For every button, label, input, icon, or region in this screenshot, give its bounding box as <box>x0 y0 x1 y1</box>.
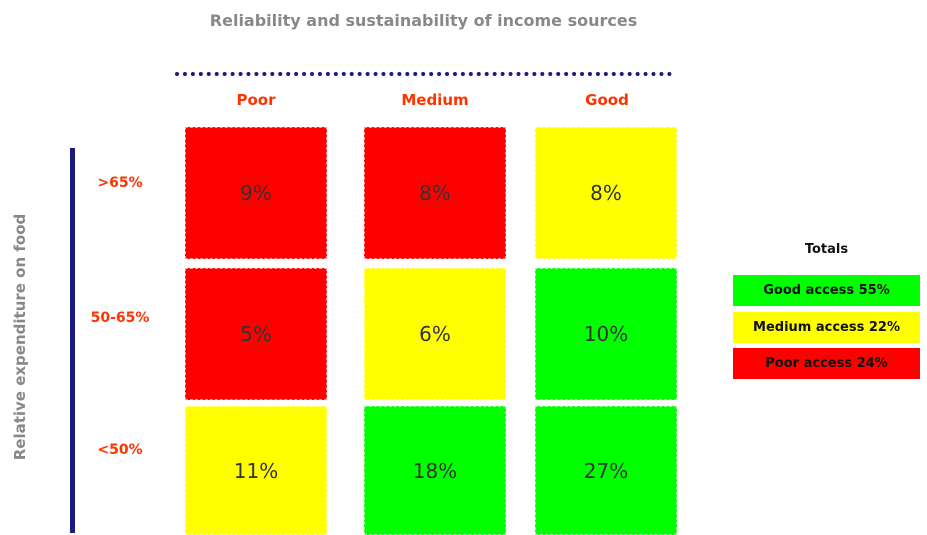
row-header: <50% <box>97 442 143 458</box>
row-header: 50-65% <box>90 310 150 326</box>
title: Reliability and sustainability of income… <box>209 11 638 30</box>
column-header: Good <box>585 91 629 109</box>
title-underline <box>175 72 672 76</box>
cell: 5% <box>185 268 327 400</box>
cell: 9% <box>185 127 327 259</box>
cell: 8% <box>535 127 677 259</box>
total-item: Poor access 24% <box>733 348 920 379</box>
total-item: Medium access 22% <box>733 312 920 343</box>
row-header: >65% <box>97 175 143 191</box>
total-item: Good access 55% <box>733 275 920 306</box>
cell: 6% <box>364 268 506 400</box>
cell: 27% <box>535 406 677 535</box>
cell: 11% <box>185 406 327 535</box>
cell: 10% <box>535 268 677 400</box>
totals-title: Totals <box>804 242 849 257</box>
y-axis-title: Relative expenditure on food <box>11 213 29 461</box>
cell: 18% <box>364 406 506 535</box>
column-header: Poor <box>236 91 276 109</box>
axis-line <box>70 148 75 533</box>
cell: 8% <box>364 127 506 259</box>
column-header: Medium <box>401 91 469 109</box>
